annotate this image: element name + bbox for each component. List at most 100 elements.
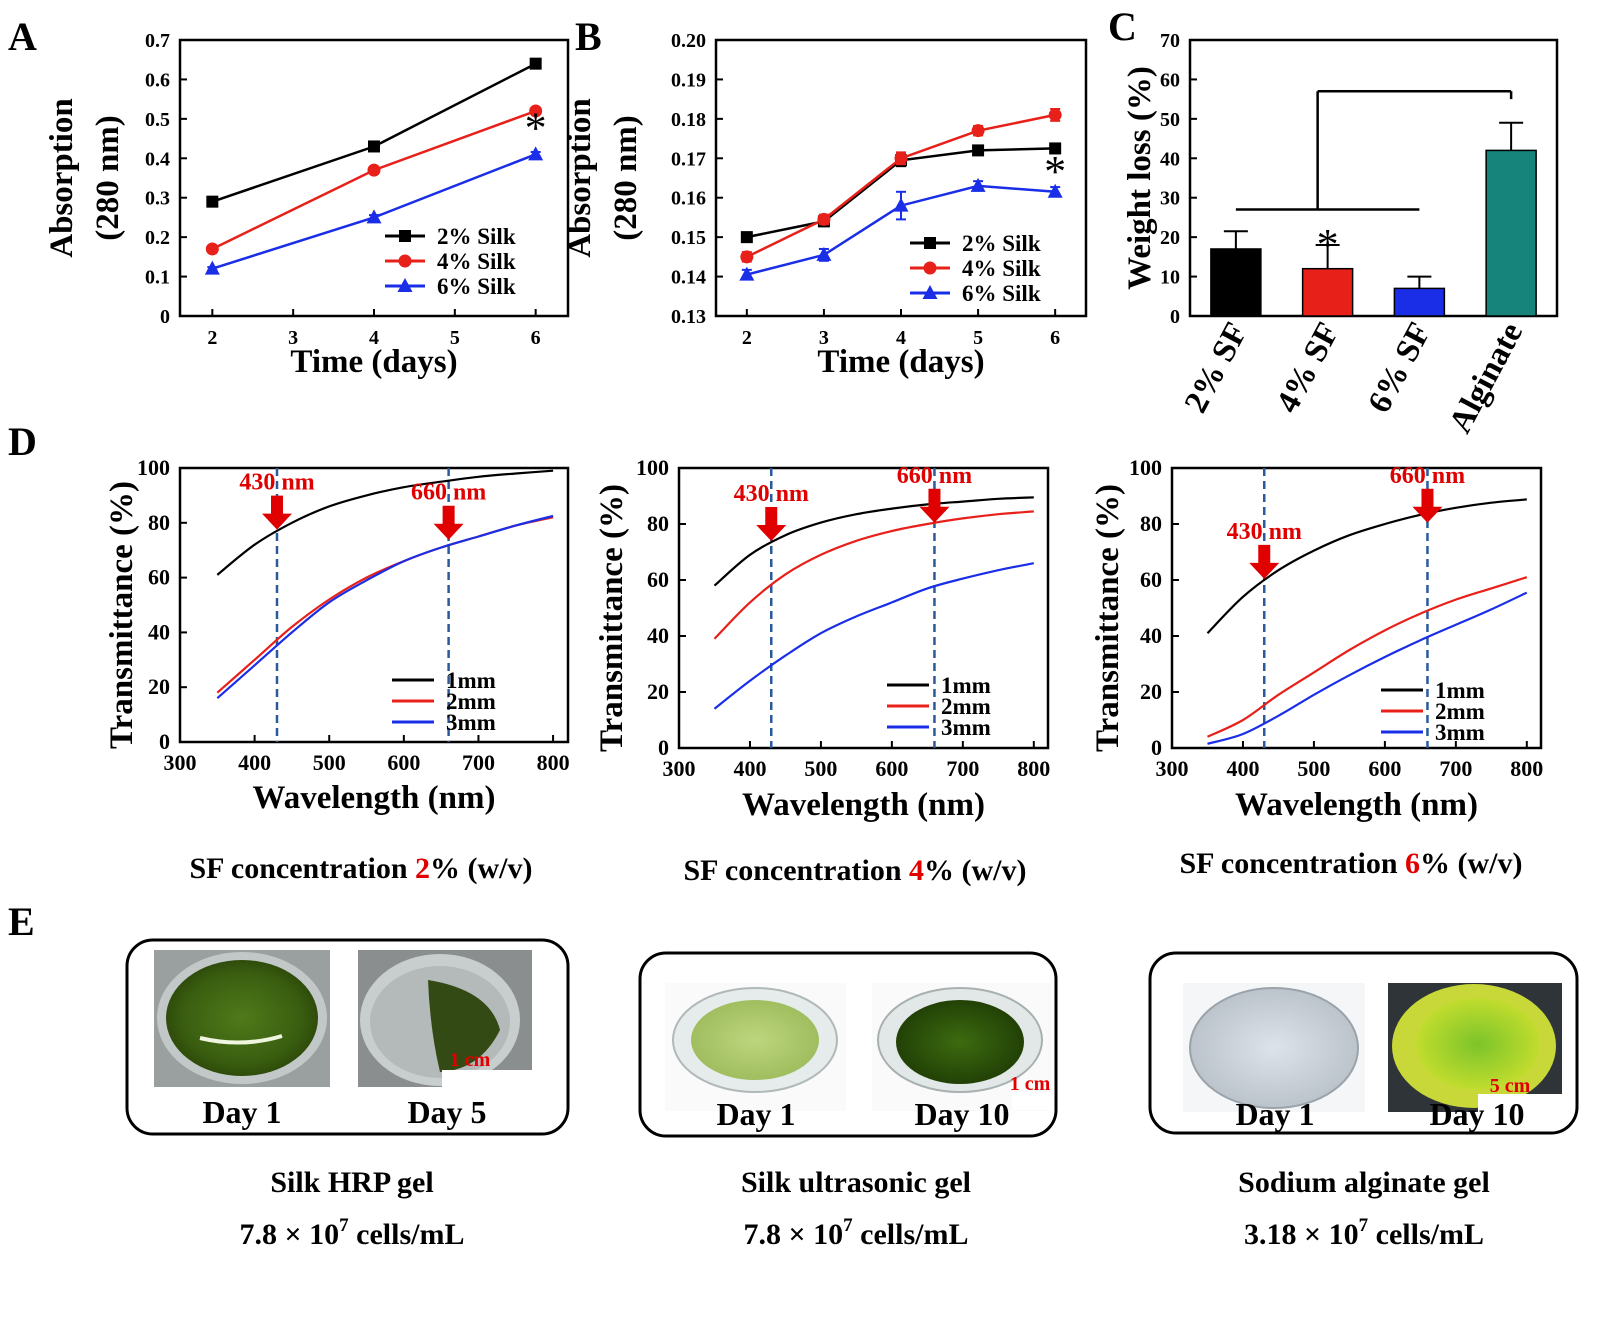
photo-alginate-day10: 5 cm <box>1388 983 1562 1112</box>
x-tick-label: 300 <box>164 750 197 775</box>
y-tick-label: 0 <box>1151 735 1162 760</box>
y-tick-label: 50 <box>1160 109 1180 131</box>
x-tick-label: 600 <box>875 756 908 781</box>
y-tick-label: 0.5 <box>145 109 170 131</box>
caption-d-6pct: SF concentration 6% (w/v) <box>1179 847 1522 880</box>
x-tick-label: 500 <box>1297 756 1330 781</box>
photo-ultrasonic-day10: 1 cm <box>872 983 1051 1111</box>
x-tick-label: 4 <box>896 327 906 349</box>
y-axis-label: Absorption <box>562 98 598 258</box>
y-axis-label: Weight loss (%) <box>1122 66 1158 290</box>
plot-frame <box>178 466 570 744</box>
x-axis-label: Wavelength (nm) <box>742 787 985 823</box>
wavelength-arrow <box>433 505 464 540</box>
y-tick-label: 0 <box>1170 306 1180 328</box>
chart-b-absorption: 2 3 4 5 6 0.13 0.14 0.15 0.16 0.17 0.18 0.19 0.20 Tim… <box>562 30 1088 380</box>
x-tick-label: 4 <box>369 327 379 349</box>
y-tick-label: 60 <box>1140 567 1162 592</box>
data-point <box>740 250 754 264</box>
legend-label: 4% Silk <box>962 256 1041 281</box>
photo-alginate-day1 <box>1183 983 1365 1112</box>
panel-letter-d: D <box>8 419 37 464</box>
y-tick-label: 10 <box>1160 267 1180 289</box>
series-line-2mm <box>1207 576 1528 738</box>
gel-title-ultrasonic: Silk ultrasonic gel <box>741 1166 971 1199</box>
data-point <box>1048 108 1062 122</box>
day-label-hrp-1: Day 1 <box>202 1094 281 1130</box>
x-tick-label: 5 <box>450 327 460 349</box>
x-tick-label: 5 <box>973 327 983 349</box>
y-tick-label: 0.17 <box>671 148 706 170</box>
day-label-ultrasonic-1: Day 1 <box>716 1096 795 1132</box>
y-axis-label: Transmittance (%) <box>1090 484 1126 752</box>
y-tick-label: 80 <box>647 511 669 536</box>
chart-a-absorption: 2 3 4 5 6 0 0.1 0.2 0.3 0.4 0.5 0.6 0.7 Time (days) Ab… <box>44 30 570 380</box>
bar <box>1485 149 1537 317</box>
x-tick-label: 700 <box>462 750 495 775</box>
y-tick-label: 0 <box>658 735 669 760</box>
wavelength-arrow <box>262 495 292 530</box>
category-label: 2% SF <box>1178 317 1255 419</box>
wavelength-label: 430 nm <box>239 470 314 496</box>
y-tick-label: 20 <box>647 679 669 704</box>
y-tick-label: 60 <box>647 567 669 592</box>
caption-d-4pct: SF concentration 4% (w/v) <box>683 854 1026 887</box>
data-point <box>1047 183 1063 198</box>
day-label-alginate-1: Day 1 <box>1235 1096 1314 1132</box>
gel-title-hrp: Silk HRP gel <box>270 1166 433 1199</box>
data-point <box>816 246 832 261</box>
x-tick-label: 500 <box>804 756 837 781</box>
data-point <box>893 197 909 212</box>
x-tick-label: 2 <box>742 327 752 349</box>
x-axis-label: Time (days) <box>817 344 984 380</box>
legend-label: 6% Silk <box>437 274 516 299</box>
x-tick-label: 3 <box>288 327 298 349</box>
y-axis-label-unit: (280 nm) <box>90 115 126 241</box>
y-tick-label: 100 <box>137 455 170 480</box>
legend-label: 6% Silk <box>962 281 1041 306</box>
y-tick-label: 20 <box>148 674 170 699</box>
legend-label: 1mm <box>941 673 991 698</box>
y-tick-label: 20 <box>1160 227 1180 249</box>
data-point <box>204 260 220 275</box>
x-tick-label: 300 <box>1156 756 1189 781</box>
y-tick-label: 0 <box>159 729 170 754</box>
day-label-hrp-2: Day 5 <box>407 1094 486 1130</box>
photo-hrp-day1 <box>154 950 330 1087</box>
y-tick-label: 40 <box>1160 148 1180 170</box>
scale-bar-label-hrp: 1 cm <box>450 1049 491 1071</box>
series-line-3mm <box>713 562 1035 710</box>
x-axis-label: Wavelength (nm) <box>1235 787 1478 823</box>
y-tick-label: 0.19 <box>671 69 706 91</box>
x-tick-label: 6 <box>1050 327 1060 349</box>
series-line-1mm <box>1206 498 1527 634</box>
x-tick-label: 800 <box>537 750 570 775</box>
y-tick-label: 0.20 <box>671 30 706 52</box>
legend-marker <box>923 261 937 275</box>
wavelength-arrow <box>756 507 787 542</box>
wavelength-label: 660 nm <box>1390 463 1465 489</box>
legend-label: 3mm <box>941 715 991 740</box>
y-tick-label: 100 <box>1129 455 1162 480</box>
data-point <box>970 177 986 192</box>
legend-label: 1mm <box>446 668 496 693</box>
wavelength-label: 660 nm <box>897 463 972 489</box>
data-point <box>368 140 380 153</box>
scale-bar-label-alginate: 5 cm <box>1490 1075 1531 1097</box>
wavelength-arrow <box>1249 544 1280 579</box>
legend-label: 4% Silk <box>437 249 516 274</box>
y-tick-label: 0.6 <box>145 69 170 91</box>
y-tick-label: 0.16 <box>671 188 706 210</box>
y-axis-label: Absorption <box>44 98 80 258</box>
y-tick-label: 0 <box>160 306 170 328</box>
x-tick-label: 6 <box>531 327 541 349</box>
legend-marker <box>922 285 938 299</box>
x-axis-label: Wavelength (nm) <box>253 780 496 816</box>
y-tick-label: 0.2 <box>145 227 170 249</box>
y-tick-label: 0.18 <box>671 109 706 131</box>
series-line-1mm <box>216 469 554 576</box>
